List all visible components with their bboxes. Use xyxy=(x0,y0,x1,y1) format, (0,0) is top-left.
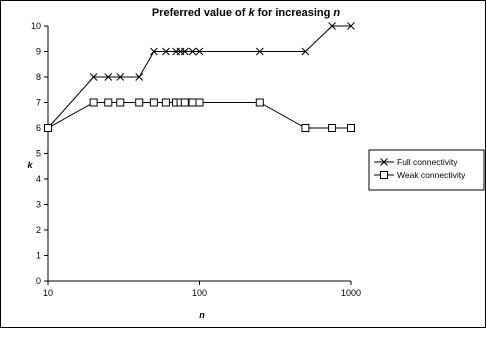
y-tick-label: 7 xyxy=(36,98,41,108)
data-point xyxy=(255,47,264,56)
title-mid: for increasing xyxy=(255,7,334,19)
y-tick-label: 5 xyxy=(36,149,41,159)
data-point xyxy=(180,47,189,56)
chart-title: Preferred value of k for increasing n xyxy=(152,7,341,19)
series-line xyxy=(47,25,351,129)
legend-entry: Weak connectivity xyxy=(374,170,466,180)
data-point xyxy=(44,124,52,132)
data-point xyxy=(188,47,197,56)
legend-marker xyxy=(380,158,388,166)
series-weak-connectivity xyxy=(44,98,355,132)
y-tick-label: 8 xyxy=(36,72,41,82)
data-point xyxy=(104,73,113,81)
data-point xyxy=(104,98,113,107)
data-point xyxy=(195,98,204,107)
data-point xyxy=(347,22,355,30)
legend-marker xyxy=(380,171,388,179)
data-point xyxy=(116,73,125,81)
data-point xyxy=(347,124,355,132)
data-point xyxy=(162,47,170,56)
data-point xyxy=(188,98,197,107)
x-tick-label: 1000 xyxy=(341,288,361,298)
y-tick-label: 3 xyxy=(36,200,41,210)
data-point xyxy=(89,98,98,107)
data-point xyxy=(301,124,310,132)
y-axis-label: k xyxy=(27,160,33,170)
data-point xyxy=(180,98,189,107)
y-tick-label: 4 xyxy=(36,174,41,184)
y-tick-label: 2 xyxy=(36,225,41,235)
series-layer xyxy=(44,22,355,132)
x-axis-label: n xyxy=(199,310,205,320)
legend: Full connectivity Weak connectivity xyxy=(368,149,485,191)
title-k: k xyxy=(248,7,255,19)
y-tick-label: 0 xyxy=(36,276,41,286)
data-point xyxy=(135,73,144,81)
data-point xyxy=(150,47,158,56)
axes: 0 1 2 3 4 5 6 7 8 9 10 10 100 1000 xyxy=(31,21,361,298)
y-tick-label: 6 xyxy=(36,123,41,133)
y-tick-label: 10 xyxy=(31,21,41,31)
data-point xyxy=(301,47,310,56)
title-prefix: Preferred value of xyxy=(152,7,249,19)
data-point xyxy=(328,124,337,132)
series-full-connectivity xyxy=(44,22,355,132)
x-tick-label: 10 xyxy=(43,288,53,298)
title-n: n xyxy=(333,7,340,19)
legend-label: Full connectivity xyxy=(397,157,458,167)
data-point xyxy=(135,98,144,107)
legend-box xyxy=(368,149,485,191)
data-point xyxy=(149,98,158,107)
legend-label: Weak connectivity xyxy=(397,170,466,180)
legend-entry: Full connectivity xyxy=(374,157,458,167)
data-point xyxy=(89,73,98,81)
data-point xyxy=(255,98,264,107)
y-tick-label: 9 xyxy=(36,47,41,57)
data-point xyxy=(116,98,125,107)
data-point xyxy=(328,22,336,30)
data-point xyxy=(195,47,204,56)
y-tick-label: 1 xyxy=(36,251,41,261)
x-tick-label: 100 xyxy=(192,288,207,298)
data-point xyxy=(161,98,170,107)
